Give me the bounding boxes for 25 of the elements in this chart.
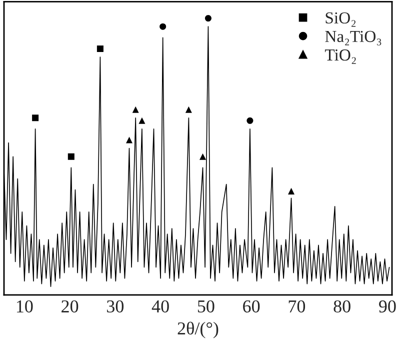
x-tick-label: 60 bbox=[243, 300, 260, 312]
legend-label: SiO₂ bbox=[326, 12, 356, 27]
point bbox=[96, 45, 104, 52]
x-tick-label: 40 bbox=[152, 300, 169, 312]
point bbox=[246, 117, 254, 124]
point bbox=[204, 15, 212, 22]
legend-label: Na₂TiO₃ bbox=[325, 30, 382, 46]
point bbox=[288, 188, 295, 194]
x-tick-label: 70 bbox=[288, 300, 306, 312]
point bbox=[185, 106, 192, 113]
point bbox=[200, 153, 206, 160]
point bbox=[32, 114, 39, 122]
point bbox=[132, 106, 139, 113]
legend-label: TiO₂ bbox=[324, 49, 356, 64]
point bbox=[138, 117, 146, 124]
point bbox=[160, 23, 166, 30]
x-tick-label: 50 bbox=[198, 300, 214, 312]
x-axis-title: 2θ/(°) bbox=[178, 322, 218, 338]
x-tick-label: 80 bbox=[334, 300, 350, 312]
point bbox=[68, 153, 74, 160]
x-tick-label: 10 bbox=[16, 300, 33, 312]
x-tick-label: 20 bbox=[62, 300, 78, 312]
x-tick-label: 90 bbox=[379, 300, 396, 312]
point bbox=[126, 136, 133, 144]
x-tick-label: 30 bbox=[107, 300, 124, 312]
